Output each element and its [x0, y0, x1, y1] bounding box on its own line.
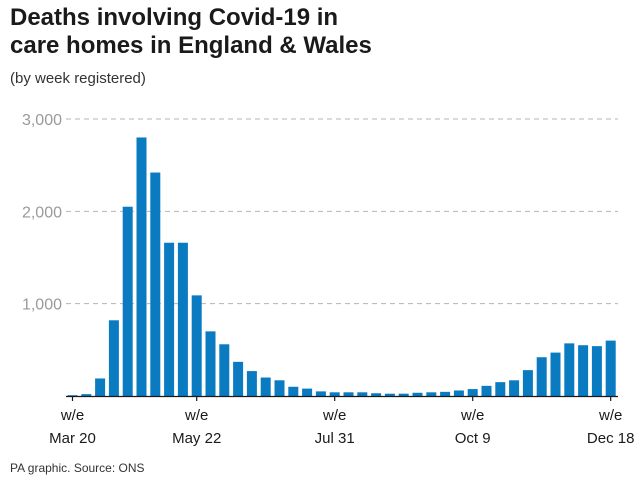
bar	[578, 345, 589, 396]
bar	[246, 371, 257, 396]
title-line-1: Deaths involving Covid-19 in	[10, 4, 339, 31]
x-tick-label-date: May 22	[172, 430, 221, 447]
bar	[191, 295, 202, 396]
bar	[67, 395, 78, 396]
bar	[398, 393, 409, 396]
bar	[412, 392, 423, 396]
chart-subtitle: (by week registered)	[10, 70, 146, 87]
bar	[453, 390, 464, 396]
bar	[233, 361, 244, 396]
bar	[288, 386, 299, 396]
bar	[177, 242, 188, 396]
bar	[426, 392, 437, 396]
x-tick-label-date: Oct 9	[455, 430, 491, 447]
bar	[467, 389, 478, 396]
y-tick-label: 3,000	[22, 112, 62, 129]
x-tick-label-date: Mar 20	[49, 430, 96, 447]
bar	[205, 331, 216, 396]
bar	[591, 346, 602, 396]
bar	[302, 388, 313, 396]
source-credit: PA graphic. Source: ONS	[10, 461, 145, 475]
x-tick-label-prefix: w/e	[322, 407, 346, 424]
bar	[440, 391, 451, 396]
bar	[536, 357, 547, 396]
title-line-2: care homes in England & Wales	[10, 32, 372, 59]
bar	[495, 382, 506, 396]
bar	[315, 391, 326, 396]
chart-title: Deaths involving Covid-19 in care homes …	[10, 4, 570, 60]
x-tick-label-prefix: w/e	[598, 407, 622, 424]
y-tick-label: 2,000	[22, 204, 62, 221]
bar	[384, 393, 395, 396]
x-axis-labels: w/e Mar 20 w/e May 22 w/e Jul 31 w/e Oct 9 w/e De…	[49, 396, 634, 447]
bar	[136, 137, 147, 396]
bar	[481, 385, 492, 396]
bar	[260, 377, 271, 396]
x-tick-label-prefix: w/e	[460, 407, 484, 424]
bar	[329, 392, 340, 396]
bar	[343, 392, 354, 396]
bar	[274, 380, 285, 396]
y-axis-labels: 1,000 2,000 3,000	[22, 112, 62, 314]
bar	[522, 370, 533, 396]
bar	[605, 340, 616, 396]
x-tick-label-date: Dec 18	[587, 430, 635, 447]
bar	[550, 352, 561, 396]
bar	[122, 206, 133, 396]
bar	[357, 392, 368, 396]
x-tick-label-prefix: w/e	[184, 407, 208, 424]
bar	[164, 242, 175, 396]
bar	[509, 380, 520, 396]
gridlines	[66, 118, 618, 305]
y-tick-label: 1,000	[22, 297, 62, 314]
bar	[95, 378, 106, 396]
bars	[67, 137, 616, 396]
bar	[108, 320, 119, 396]
bar	[219, 344, 230, 396]
bar	[81, 394, 92, 396]
bar	[150, 172, 161, 396]
bar	[564, 343, 575, 396]
x-tick-label-date: Jul 31	[315, 430, 355, 447]
x-tick-label-prefix: w/e	[60, 407, 84, 424]
bar	[371, 393, 382, 396]
